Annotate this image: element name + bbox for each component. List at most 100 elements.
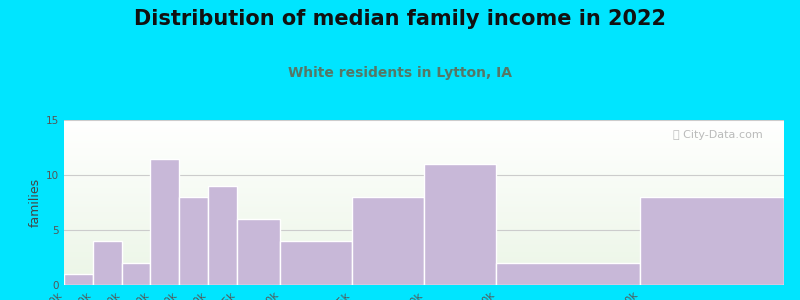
Bar	[64, 239, 784, 241]
Bar	[64, 272, 784, 274]
Bar	[64, 179, 784, 181]
Bar	[64, 160, 784, 161]
Bar	[64, 164, 784, 166]
Bar	[64, 250, 784, 252]
Bar	[93, 241, 122, 285]
Bar	[64, 211, 784, 212]
Bar	[64, 173, 784, 174]
Bar	[64, 230, 784, 232]
Bar	[64, 241, 784, 242]
Bar	[64, 206, 784, 208]
Bar	[64, 145, 784, 146]
Bar	[352, 197, 424, 285]
Bar	[64, 178, 784, 179]
Bar	[64, 224, 784, 226]
Bar	[64, 249, 784, 250]
Bar	[64, 146, 784, 148]
Bar	[640, 197, 784, 285]
Bar	[64, 254, 784, 255]
Bar	[64, 255, 784, 257]
Bar	[64, 208, 784, 209]
Bar	[64, 274, 93, 285]
Bar	[64, 184, 784, 186]
Bar	[64, 130, 784, 131]
Bar	[64, 282, 784, 283]
Bar	[64, 199, 784, 201]
Bar	[64, 263, 784, 265]
Bar	[64, 283, 784, 285]
Bar	[64, 247, 784, 249]
Bar	[64, 127, 784, 128]
Bar	[64, 226, 784, 227]
Bar	[64, 163, 784, 164]
Bar	[64, 278, 784, 280]
Bar	[64, 120, 784, 122]
Bar	[64, 133, 784, 135]
Bar	[122, 263, 150, 285]
Bar	[64, 204, 784, 206]
Bar	[64, 148, 784, 150]
Bar	[64, 128, 784, 130]
Bar	[64, 274, 784, 275]
Bar	[64, 236, 784, 237]
Bar	[64, 234, 784, 236]
Bar	[64, 275, 784, 277]
Bar	[64, 161, 784, 163]
Bar	[64, 171, 784, 173]
Bar	[64, 270, 784, 272]
Bar	[64, 125, 784, 127]
Bar	[64, 244, 784, 245]
Y-axis label: families: families	[29, 178, 42, 227]
Bar	[64, 222, 784, 224]
Bar	[64, 201, 784, 202]
Bar	[496, 263, 640, 285]
Bar	[64, 169, 784, 171]
Bar	[64, 154, 784, 156]
Bar	[64, 156, 784, 158]
Bar	[64, 245, 784, 247]
Bar	[64, 280, 784, 282]
Bar	[64, 122, 784, 123]
Bar	[64, 220, 784, 222]
Bar	[64, 277, 784, 278]
Bar	[64, 136, 784, 138]
Bar	[64, 202, 784, 204]
Bar	[179, 197, 208, 285]
Bar	[64, 212, 784, 214]
Bar	[64, 181, 784, 183]
Bar	[424, 164, 496, 285]
Bar	[208, 186, 237, 285]
Bar	[64, 135, 784, 137]
Bar	[64, 260, 784, 262]
Bar	[64, 265, 784, 267]
Bar	[280, 241, 352, 285]
Bar	[64, 197, 784, 199]
Bar	[64, 267, 784, 268]
Text: White residents in Lytton, IA: White residents in Lytton, IA	[288, 66, 512, 80]
Bar	[64, 188, 784, 189]
Bar	[64, 158, 784, 160]
Bar	[64, 151, 784, 153]
Bar	[64, 183, 784, 184]
Bar	[64, 166, 784, 168]
Bar	[64, 193, 784, 194]
Bar	[64, 138, 784, 140]
Bar	[64, 229, 784, 230]
Bar	[64, 123, 784, 125]
Bar	[64, 194, 784, 196]
Bar	[64, 214, 784, 216]
Bar	[64, 150, 784, 151]
Text: ⓘ City-Data.com: ⓘ City-Data.com	[673, 130, 762, 140]
Bar	[64, 242, 784, 244]
Bar	[64, 227, 784, 229]
Text: Distribution of median family income in 2022: Distribution of median family income in …	[134, 9, 666, 29]
Bar	[64, 196, 784, 197]
Bar	[64, 259, 784, 260]
Bar	[64, 209, 784, 211]
Bar	[64, 268, 784, 270]
Bar	[64, 143, 784, 145]
Bar	[64, 252, 784, 254]
Bar	[64, 217, 784, 219]
Bar	[64, 131, 784, 133]
Bar	[64, 189, 784, 191]
